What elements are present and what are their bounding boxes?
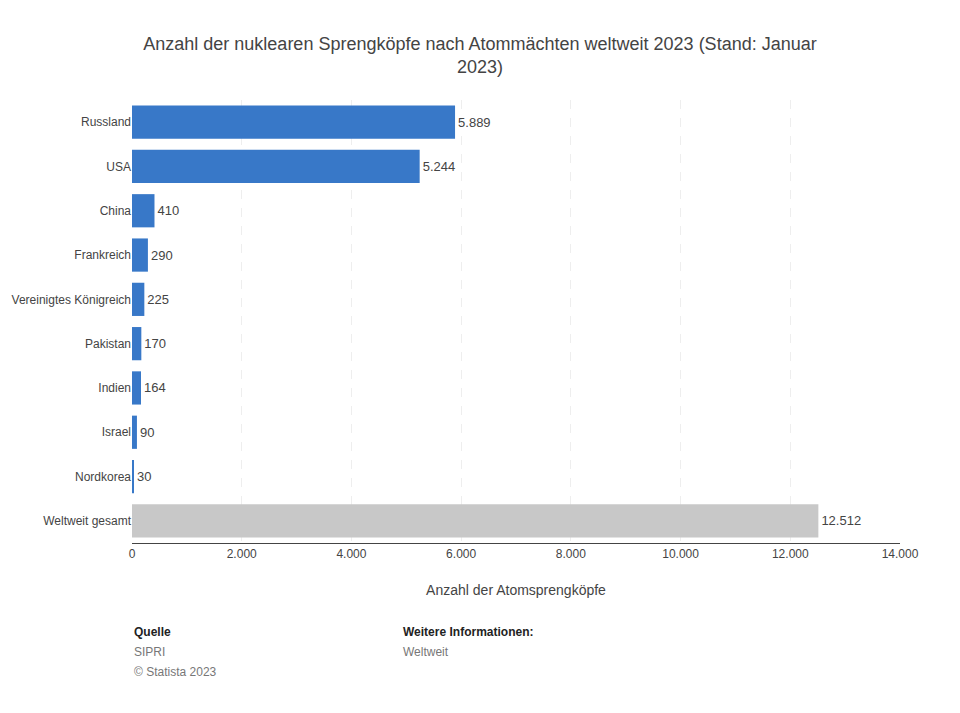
- svg-text:Nordkorea: Nordkorea: [75, 470, 131, 484]
- svg-text:Israel: Israel: [102, 425, 131, 439]
- svg-text:5.889: 5.889: [458, 115, 491, 130]
- svg-text:290: 290: [151, 248, 173, 263]
- svg-text:Weltweit gesamt: Weltweit gesamt: [43, 514, 131, 528]
- svg-text:Pakistan: Pakistan: [85, 337, 131, 351]
- svg-text:Anzahl der nuklearen Sprengköp: Anzahl der nuklearen Sprengköpfe nach At…: [143, 34, 816, 77]
- svg-text:12.512: 12.512: [821, 513, 861, 528]
- svg-text:2.000: 2.000: [227, 547, 257, 561]
- svg-text:Weltweit: Weltweit: [403, 645, 449, 659]
- svg-text:14.000: 14.000: [882, 547, 919, 561]
- svg-text:Weitere Informationen:: Weitere Informationen:: [403, 625, 533, 639]
- svg-text:© Statista 2023: © Statista 2023: [134, 665, 217, 679]
- svg-text:30: 30: [137, 469, 151, 484]
- svg-text:China: China: [100, 204, 132, 218]
- svg-text:Indien: Indien: [98, 381, 131, 395]
- svg-text:225: 225: [147, 292, 169, 307]
- svg-text:10.000: 10.000: [662, 547, 699, 561]
- svg-text:5.244: 5.244: [423, 159, 456, 174]
- svg-text:SIPRI: SIPRI: [134, 645, 165, 659]
- svg-text:410: 410: [157, 203, 179, 218]
- svg-text:6.000: 6.000: [446, 547, 476, 561]
- svg-text:4.000: 4.000: [336, 547, 366, 561]
- svg-text:0: 0: [129, 547, 136, 561]
- svg-text:170: 170: [144, 336, 166, 351]
- svg-text:Anzahl der Atomsprengköpfe: Anzahl der Atomsprengköpfe: [426, 582, 606, 598]
- svg-text:12.000: 12.000: [772, 547, 809, 561]
- svg-text:164: 164: [144, 380, 166, 395]
- svg-text:90: 90: [140, 425, 154, 440]
- svg-text:Quelle: Quelle: [134, 625, 171, 639]
- svg-text:USA: USA: [106, 160, 131, 174]
- svg-text:Frankreich: Frankreich: [74, 248, 131, 262]
- svg-text:Russland: Russland: [81, 115, 131, 129]
- svg-text:Vereinigtes Königreich: Vereinigtes Königreich: [12, 293, 131, 307]
- svg-text:8.000: 8.000: [556, 547, 586, 561]
